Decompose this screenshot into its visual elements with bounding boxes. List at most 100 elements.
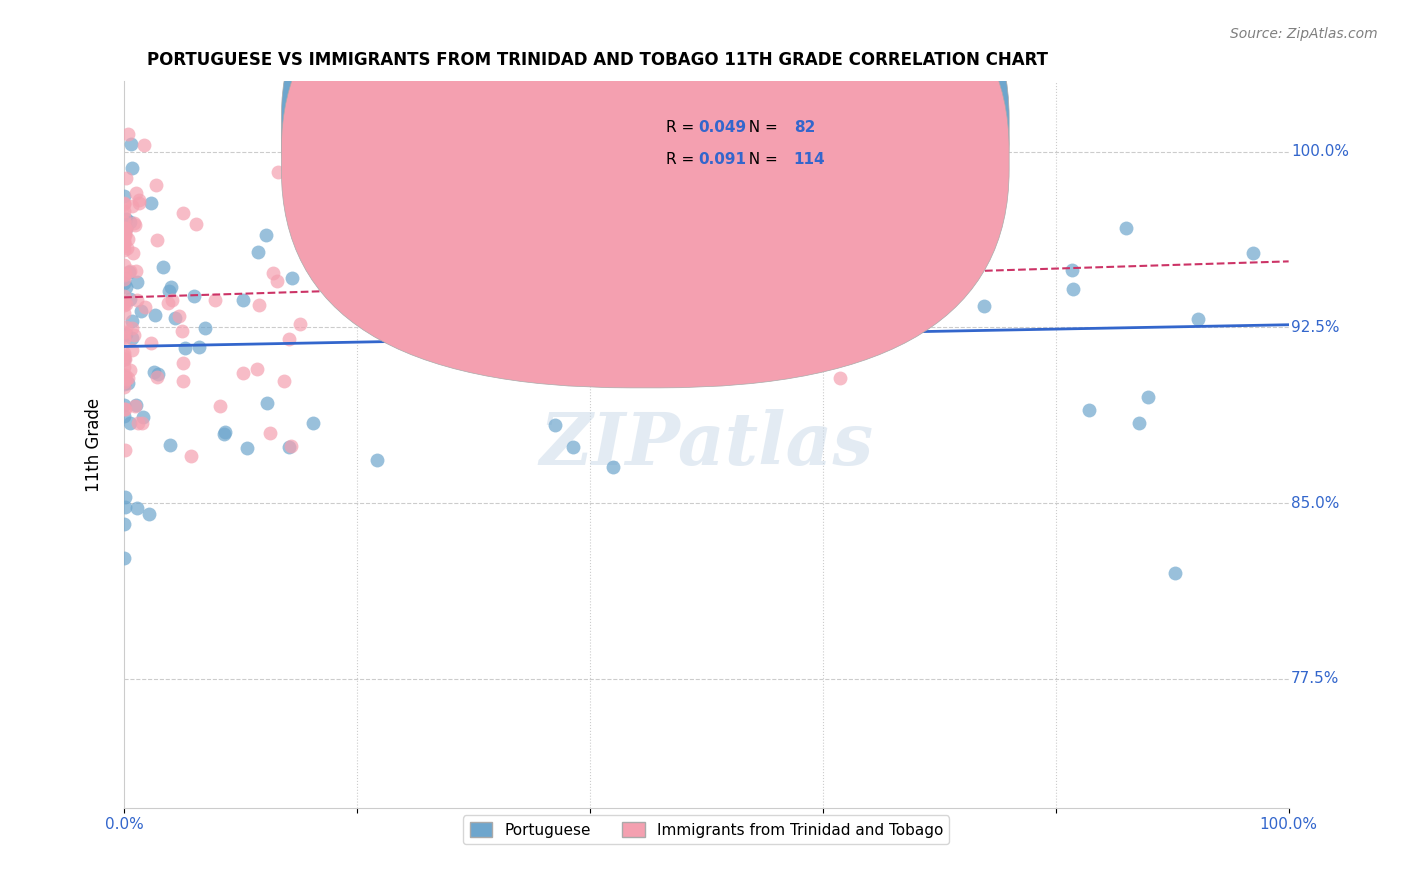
Immigrants from Trinidad and Tobago <box>806 195 828 210</box>
Immigrants from Trinidad and Tobago <box>273 374 295 388</box>
Immigrants from Trinidad and Tobago <box>156 296 179 310</box>
Immigrants from Trinidad and Tobago <box>644 293 666 307</box>
Immigrants from Trinidad and Tobago <box>112 376 135 390</box>
Text: 100.0%: 100.0% <box>1291 145 1348 159</box>
Immigrants from Trinidad and Tobago <box>112 402 135 417</box>
Portuguese <box>114 500 136 514</box>
Immigrants from Trinidad and Tobago <box>127 293 149 308</box>
Immigrants from Trinidad and Tobago <box>112 239 135 253</box>
Immigrants from Trinidad and Tobago <box>112 297 135 311</box>
Portuguese <box>120 137 142 152</box>
Portuguese <box>121 161 143 176</box>
Immigrants from Trinidad and Tobago <box>145 178 167 192</box>
Portuguese <box>121 331 143 345</box>
Portuguese <box>1187 312 1209 326</box>
Immigrants from Trinidad and Tobago <box>112 196 135 211</box>
Portuguese <box>143 365 166 379</box>
Portuguese <box>517 200 540 214</box>
Immigrants from Trinidad and Tobago <box>112 243 135 257</box>
Portuguese <box>247 244 270 259</box>
Portuguese <box>112 352 135 367</box>
Immigrants from Trinidad and Tobago <box>280 439 302 453</box>
Text: 77.5%: 77.5% <box>1291 672 1340 686</box>
Portuguese <box>423 285 446 299</box>
Portuguese <box>145 308 167 322</box>
Portuguese <box>256 396 278 410</box>
Immigrants from Trinidad and Tobago <box>172 374 194 388</box>
Immigrants from Trinidad and Tobago <box>134 138 156 153</box>
Immigrants from Trinidad and Tobago <box>112 210 135 224</box>
Portuguese <box>125 500 148 515</box>
Immigrants from Trinidad and Tobago <box>246 362 269 376</box>
Immigrants from Trinidad and Tobago <box>114 220 136 235</box>
Immigrants from Trinidad and Tobago <box>112 296 135 310</box>
Immigrants from Trinidad and Tobago <box>112 289 135 303</box>
Portuguese <box>554 318 576 333</box>
Immigrants from Trinidad and Tobago <box>122 328 145 343</box>
Portuguese <box>112 189 135 203</box>
Immigrants from Trinidad and Tobago <box>124 218 146 232</box>
Portuguese <box>112 368 135 383</box>
Immigrants from Trinidad and Tobago <box>122 216 145 230</box>
Text: N =: N = <box>740 153 783 168</box>
Immigrants from Trinidad and Tobago <box>117 232 139 246</box>
Immigrants from Trinidad and Tobago <box>839 344 862 359</box>
Immigrants from Trinidad and Tobago <box>114 401 136 416</box>
Portuguese <box>141 195 163 210</box>
Immigrants from Trinidad and Tobago <box>232 366 254 380</box>
Immigrants from Trinidad and Tobago <box>112 236 135 251</box>
Immigrants from Trinidad and Tobago <box>278 333 301 347</box>
Portuguese <box>1241 246 1264 260</box>
Portuguese <box>973 299 995 313</box>
Y-axis label: 11th Grade: 11th Grade <box>86 398 103 491</box>
Immigrants from Trinidad and Tobago <box>112 215 135 229</box>
Portuguese <box>121 314 143 328</box>
Portuguese <box>115 326 138 341</box>
Portuguese <box>115 280 138 294</box>
Immigrants from Trinidad and Tobago <box>114 227 136 242</box>
Portuguese <box>118 265 141 279</box>
Portuguese <box>302 416 325 430</box>
Immigrants from Trinidad and Tobago <box>121 199 143 213</box>
Immigrants from Trinidad and Tobago <box>432 240 454 254</box>
Immigrants from Trinidad and Tobago <box>167 309 190 323</box>
Portuguese <box>815 97 838 112</box>
Immigrants from Trinidad and Tobago <box>125 186 148 200</box>
Immigrants from Trinidad and Tobago <box>117 371 139 385</box>
Immigrants from Trinidad and Tobago <box>828 371 851 385</box>
Immigrants from Trinidad and Tobago <box>209 399 232 413</box>
Text: 0.049: 0.049 <box>699 120 747 136</box>
Immigrants from Trinidad and Tobago <box>115 320 138 334</box>
Immigrants from Trinidad and Tobago <box>749 305 772 319</box>
Immigrants from Trinidad and Tobago <box>125 264 148 278</box>
Immigrants from Trinidad and Tobago <box>112 295 135 310</box>
Portuguese <box>214 425 236 439</box>
Text: N =: N = <box>740 120 783 136</box>
Immigrants from Trinidad and Tobago <box>821 220 844 235</box>
Text: R =: R = <box>665 120 699 136</box>
Immigrants from Trinidad and Tobago <box>112 268 135 282</box>
Immigrants from Trinidad and Tobago <box>112 360 135 375</box>
Portuguese <box>499 309 522 323</box>
Immigrants from Trinidad and Tobago <box>785 344 807 359</box>
Portuguese <box>112 328 135 343</box>
Portuguese <box>1164 566 1187 580</box>
Immigrants from Trinidad and Tobago <box>785 276 807 290</box>
Immigrants from Trinidad and Tobago <box>782 277 804 292</box>
Immigrants from Trinidad and Tobago <box>259 426 281 441</box>
Immigrants from Trinidad and Tobago <box>112 196 135 211</box>
Portuguese <box>120 416 142 430</box>
Portuguese <box>1062 282 1084 296</box>
Portuguese <box>117 376 139 390</box>
Portuguese <box>544 418 567 433</box>
Portuguese <box>1060 262 1083 277</box>
Portuguese <box>281 270 304 285</box>
Text: Source: ZipAtlas.com: Source: ZipAtlas.com <box>1230 27 1378 41</box>
Immigrants from Trinidad and Tobago <box>112 380 135 394</box>
Portuguese <box>157 284 180 298</box>
Immigrants from Trinidad and Tobago <box>121 343 143 358</box>
Immigrants from Trinidad and Tobago <box>112 330 135 344</box>
Portuguese <box>709 342 731 356</box>
Portuguese <box>1078 403 1101 417</box>
Immigrants from Trinidad and Tobago <box>112 346 135 360</box>
